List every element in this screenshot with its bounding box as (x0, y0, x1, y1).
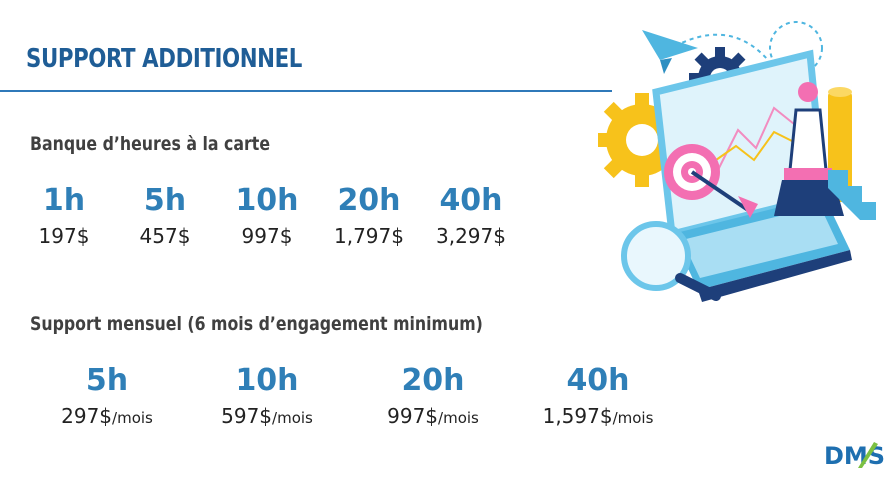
hour-bank-hours: 40h (439, 183, 503, 218)
hour-bank-item-40h: 40h 3,297$ (411, 183, 531, 249)
monthly-price: 297$/mois (61, 404, 153, 428)
monthly-item-10h: 10h 597$/mois (202, 363, 332, 431)
title-divider (0, 90, 612, 92)
page-title: SUPPORT ADDITIONNEL (26, 44, 302, 74)
hour-bank-hours: 5h (143, 183, 187, 218)
monthly-item-40h: 40h 1,597$/mois (528, 363, 668, 431)
paper-plane-icon (642, 30, 698, 74)
hour-bank-price: 197$ (38, 224, 90, 248)
monthly-hours: 10h (235, 363, 299, 398)
monthly-unit: /mois (438, 409, 479, 427)
section-heading-monthly-support: Support mensuel (6 mois d’engagement min… (30, 313, 483, 335)
monthly-hours: 40h (566, 363, 630, 398)
monthly-unit: /mois (272, 409, 313, 427)
hour-bank-price: 1,797$ (334, 224, 404, 248)
hour-bank-hours: 20h (337, 183, 401, 218)
dotted-path (667, 33, 769, 61)
dms-logo: DMS (824, 442, 885, 470)
business-strategy-illustration (598, 21, 876, 302)
chess-piece-icon (774, 82, 844, 216)
hour-bank-item-10h: 10h 997$ (207, 183, 327, 249)
hour-bank-price: 457$ (139, 224, 191, 248)
monthly-price: 1,597$/mois (542, 404, 654, 428)
hour-bank-item-5h: 5h 457$ (105, 183, 225, 249)
monthly-price: 597$/mois (221, 404, 313, 428)
monthly-unit: /mois (612, 409, 654, 427)
stairs-icon (828, 170, 876, 220)
section-heading-hour-bank: Banque d’heures à la carte (30, 133, 271, 155)
hour-bank-item-20h: 20h 1,797$ (309, 183, 429, 249)
hour-bank-price: 3,297$ (436, 224, 506, 248)
target-icon (664, 144, 758, 218)
monthly-hours: 20h (401, 363, 465, 398)
hour-bank-hours: 1h (42, 183, 86, 218)
hour-bank-price: 997$ (241, 224, 293, 248)
magnifier-icon (621, 221, 721, 301)
monthly-hours: 5h (85, 363, 129, 398)
monthly-unit: /mois (112, 409, 153, 427)
hour-bank-item-1h: 1h 197$ (4, 183, 124, 249)
hour-bank-hours: 10h (235, 183, 299, 218)
monthly-price: 997$/mois (387, 404, 479, 428)
laptop-icon (652, 49, 852, 302)
monthly-item-5h: 5h 297$/mois (42, 363, 172, 431)
monthly-item-20h: 20h 997$/mois (368, 363, 498, 431)
